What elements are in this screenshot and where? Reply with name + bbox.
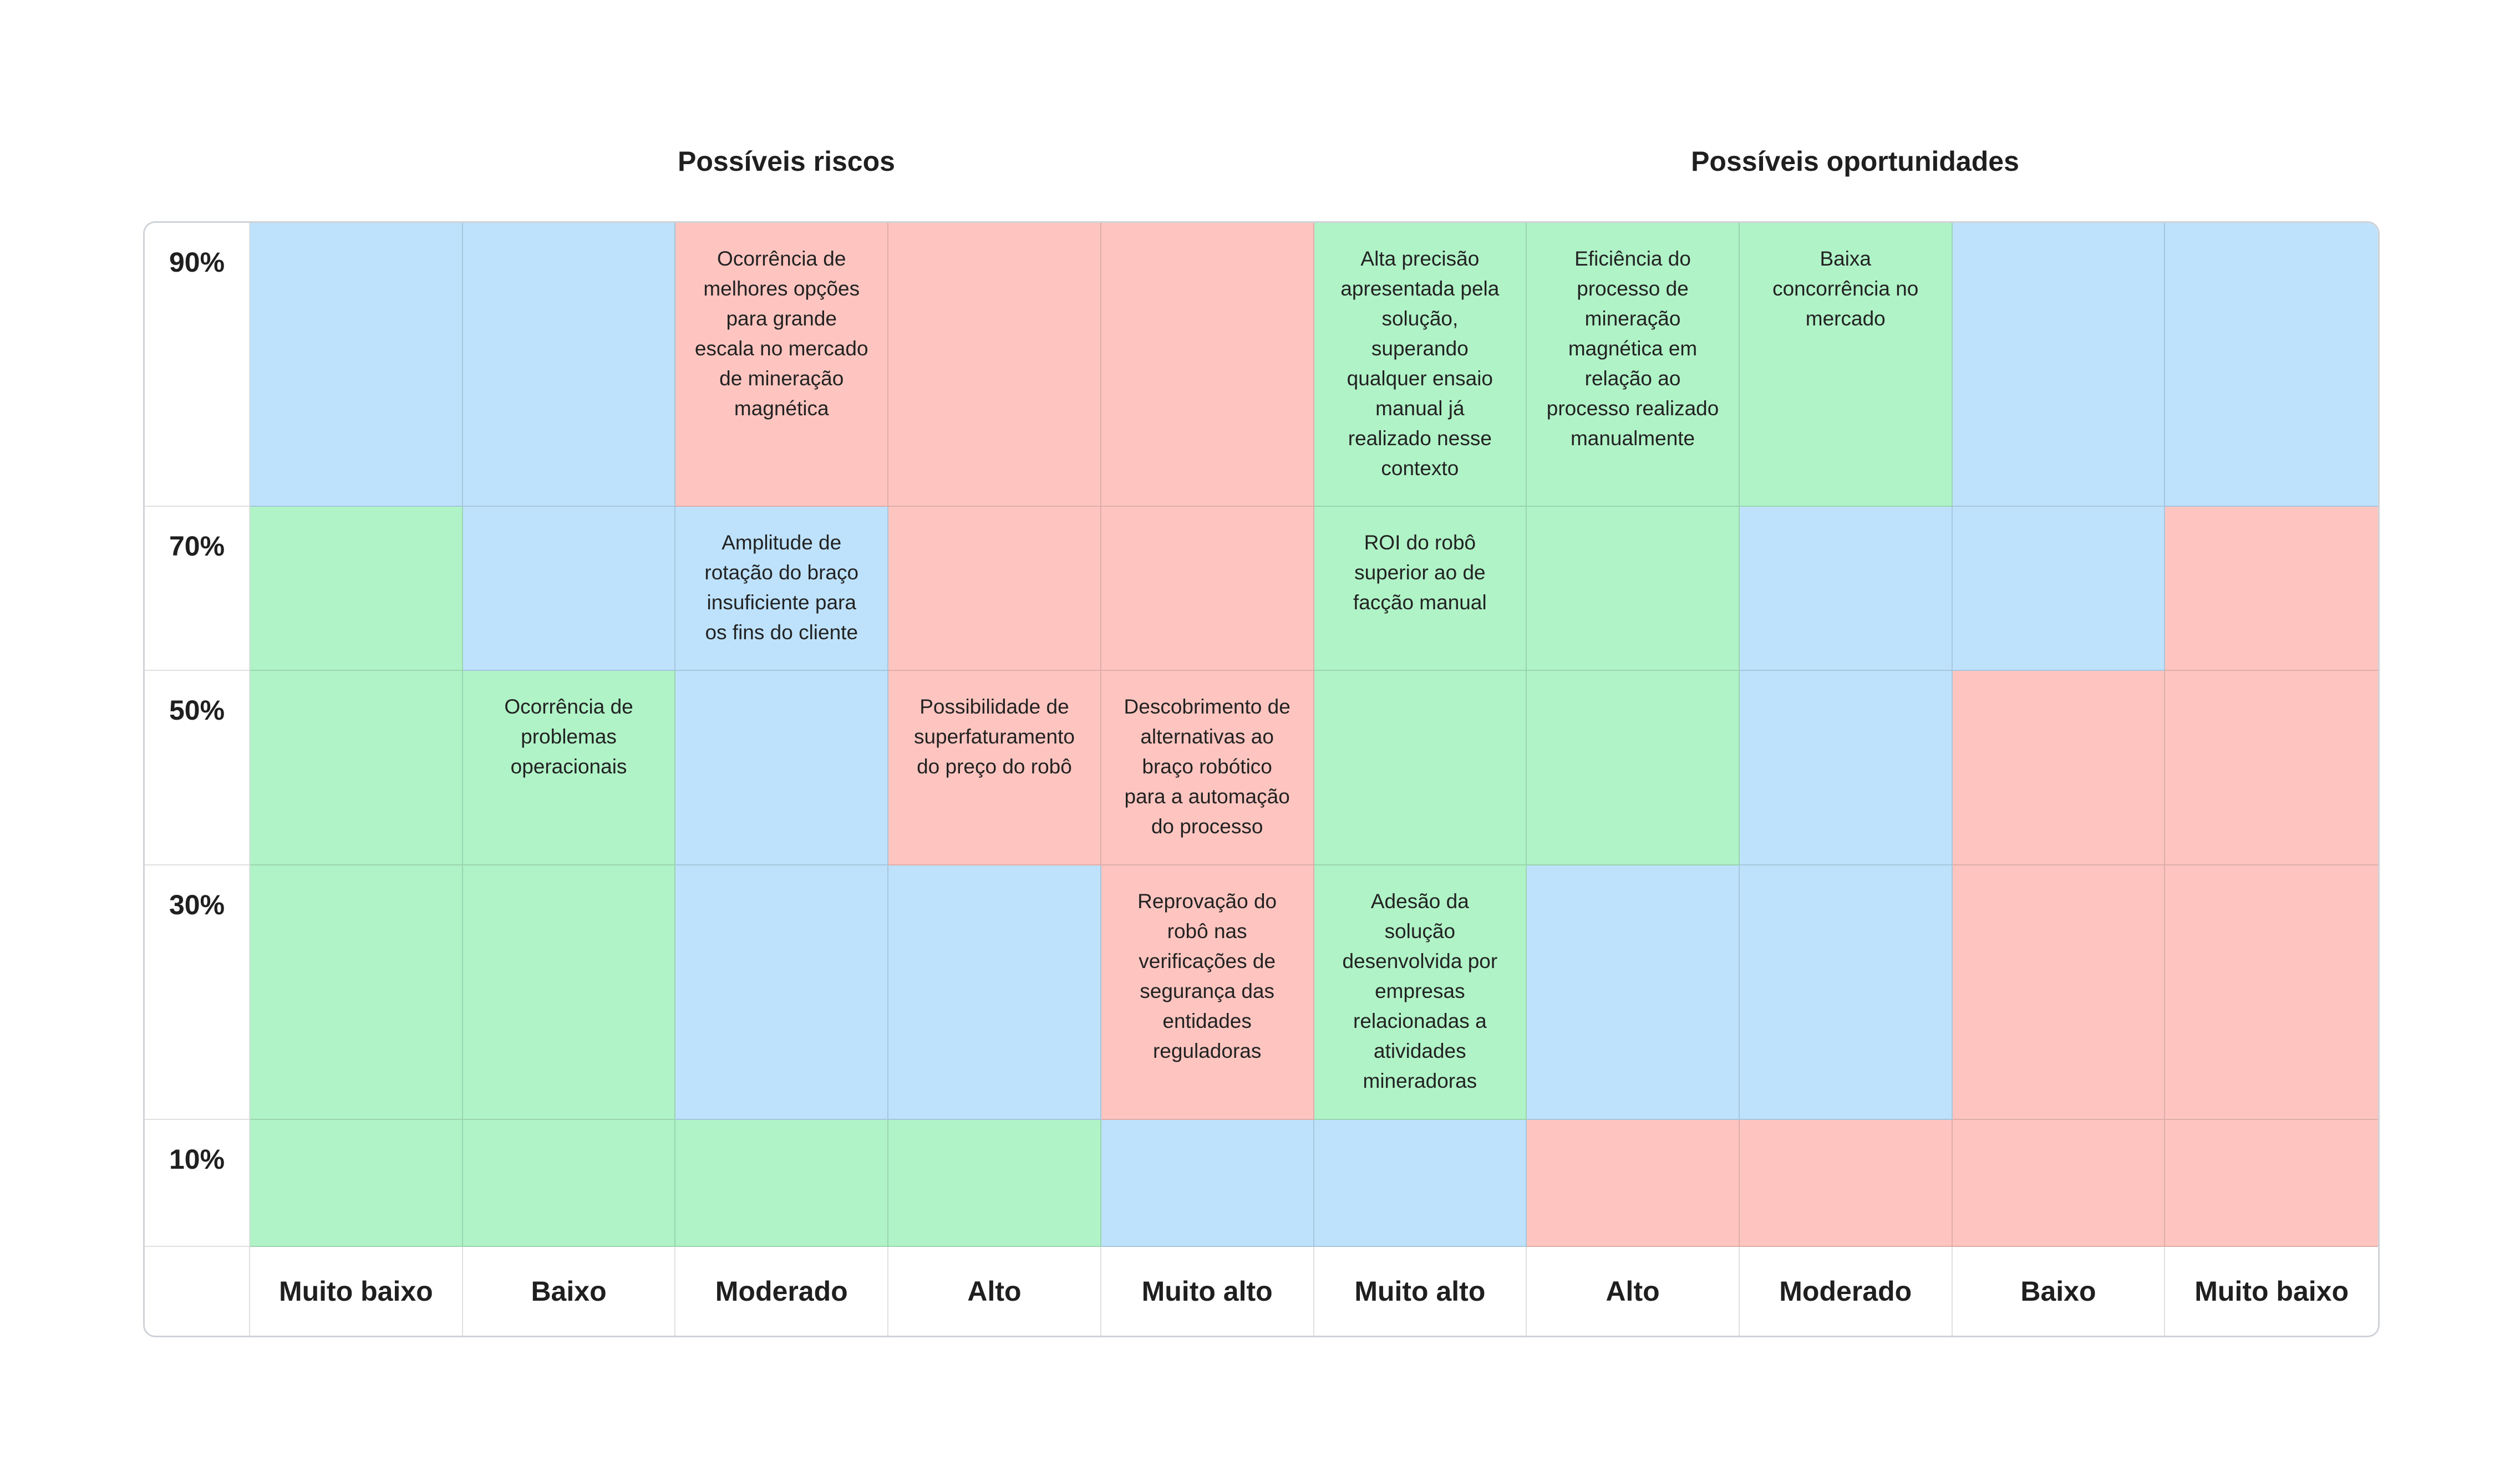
impact-label: Muito baixo: [250, 1247, 463, 1336]
matrix-cell: [1527, 1120, 1740, 1247]
matrix-cell: [1101, 1120, 1314, 1247]
matrix-cell: [2165, 671, 2378, 865]
opportunities-title: Possíveis oportunidades: [1691, 146, 2019, 177]
matrix-cell: Adesão da solução desenvolvida por empre…: [1314, 865, 1527, 1120]
matrix-cell: [250, 671, 463, 865]
matrix-cell: [1527, 507, 1740, 671]
matrix-cell: Reprovação do robô nas verificações de s…: [1101, 865, 1314, 1120]
matrix-cell: [1314, 671, 1527, 865]
impact-label: Alto: [1527, 1247, 1740, 1336]
matrix-cell: [675, 671, 889, 865]
matrix-cell: [250, 507, 463, 671]
matrix-cell: Descobrimento de alternativas ao braço r…: [1101, 671, 1314, 865]
probability-label: 50%: [145, 671, 250, 865]
matrix-cell: [1314, 1120, 1527, 1247]
matrix-cell: [463, 1120, 676, 1247]
risk-opportunity-matrix: 90% Ocorrência de melhores opções para gr…: [143, 221, 2380, 1337]
probability-label: 70%: [145, 507, 250, 671]
matrix-cell: [1952, 865, 2166, 1120]
matrix-cell: [463, 507, 676, 671]
probability-label: 90%: [145, 223, 250, 507]
matrix-cell: [675, 865, 889, 1120]
matrix-cell: [2165, 865, 2378, 1120]
matrix-cell: [463, 223, 676, 507]
matrix-cell: [463, 865, 676, 1120]
matrix-cell: Alta precisão apresentada pela solução, …: [1314, 223, 1527, 507]
matrix-cell: [2165, 507, 2378, 671]
matrix-cell: [1739, 865, 1953, 1120]
matrix-cell: Possibilidade de superfaturamento do pre…: [888, 671, 1101, 865]
matrix-cell: Amplitude de rotação do braço insuficien…: [675, 507, 889, 671]
matrix-cell: [1739, 507, 1953, 671]
matrix-cell: [888, 865, 1101, 1120]
matrix-cell: [1952, 223, 2166, 507]
matrix-cell: ROI do robô superior ao de facção manual: [1314, 507, 1527, 671]
matrix-cell: [1952, 507, 2166, 671]
matrix-cell: [888, 1120, 1101, 1247]
matrix-cell: [1527, 671, 1740, 865]
matrix-cell: Ocorrência de problemas operacionais: [463, 671, 676, 865]
impact-label: Muito alto: [1101, 1247, 1314, 1336]
impact-label: Moderado: [675, 1247, 889, 1336]
probability-label: 30%: [145, 865, 250, 1120]
matrix-cell: [2165, 223, 2378, 507]
matrix-cell: [1952, 1120, 2166, 1247]
matrix-cell: [675, 1120, 889, 1247]
matrix-cell: [1739, 671, 1953, 865]
matrix-cell: Eficiência do processo de mineração magn…: [1527, 223, 1740, 507]
probability-label: 10%: [145, 1120, 250, 1247]
impact-label: Muito alto: [1314, 1247, 1527, 1336]
corner-cell: [145, 1247, 250, 1336]
matrix-cell: [1101, 223, 1314, 507]
matrix-cell: [250, 223, 463, 507]
matrix-cell: [888, 507, 1101, 671]
risks-title: Possíveis riscos: [678, 146, 895, 177]
matrix-cell: [250, 1120, 463, 1247]
matrix-cell: [1739, 1120, 1953, 1247]
impact-label: Baixo: [463, 1247, 676, 1336]
impact-label: Alto: [888, 1247, 1101, 1336]
matrix-cell: [250, 865, 463, 1120]
impact-label: Baixo: [1952, 1247, 2166, 1336]
impact-label: Muito baixo: [2165, 1247, 2378, 1336]
matrix-cell: [1101, 507, 1314, 671]
matrix-cell: [1527, 865, 1740, 1120]
impact-label: Moderado: [1739, 1247, 1953, 1336]
matrix-cell: Baixa concorrência no mercado: [1739, 223, 1953, 507]
matrix-cell: [1952, 671, 2166, 865]
matrix-cell: [888, 223, 1101, 507]
matrix-cell: [2165, 1120, 2378, 1247]
matrix-cell: Ocorrência de melhores opções para grand…: [675, 223, 889, 507]
